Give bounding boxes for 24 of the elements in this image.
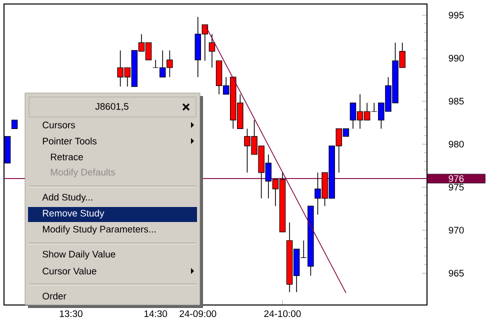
x-tick-label: 24-10:00 <box>264 310 301 318</box>
y-tick-label: 995 <box>448 12 464 19</box>
y-tick-label: 965 <box>448 270 464 277</box>
annotation: Cursors <box>42 122 75 128</box>
annotation: Modify Study Parameters... <box>42 226 156 234</box>
annotation: Order <box>42 292 66 300</box>
x-tick-label: 13:30 <box>60 310 82 318</box>
candlestick <box>208 34 216 68</box>
ref-line-label: 976 <box>448 175 464 182</box>
annotation: J8601,5 <box>95 103 128 111</box>
x-tick-label: 24-09:00 <box>180 310 216 318</box>
y-tick-label: 985 <box>448 98 464 105</box>
y-tick-label: 980 <box>448 140 464 148</box>
annotation: Cursor Value <box>42 268 96 274</box>
y-tick-label: 970 <box>448 226 464 234</box>
annotation: Remove Study <box>42 210 104 218</box>
x-tick-label: 14:30 <box>144 310 168 318</box>
y-tick-label: 990 <box>448 54 464 62</box>
annotation: Show Daily Value <box>42 250 116 260</box>
annotation: Retrace <box>50 154 83 160</box>
y-tick-label: 975 <box>448 184 464 191</box>
annotation: Pointer Tools <box>42 138 97 144</box>
annotation: Add Study... <box>42 194 92 202</box>
annotation: Modify Defaults <box>50 168 116 178</box>
